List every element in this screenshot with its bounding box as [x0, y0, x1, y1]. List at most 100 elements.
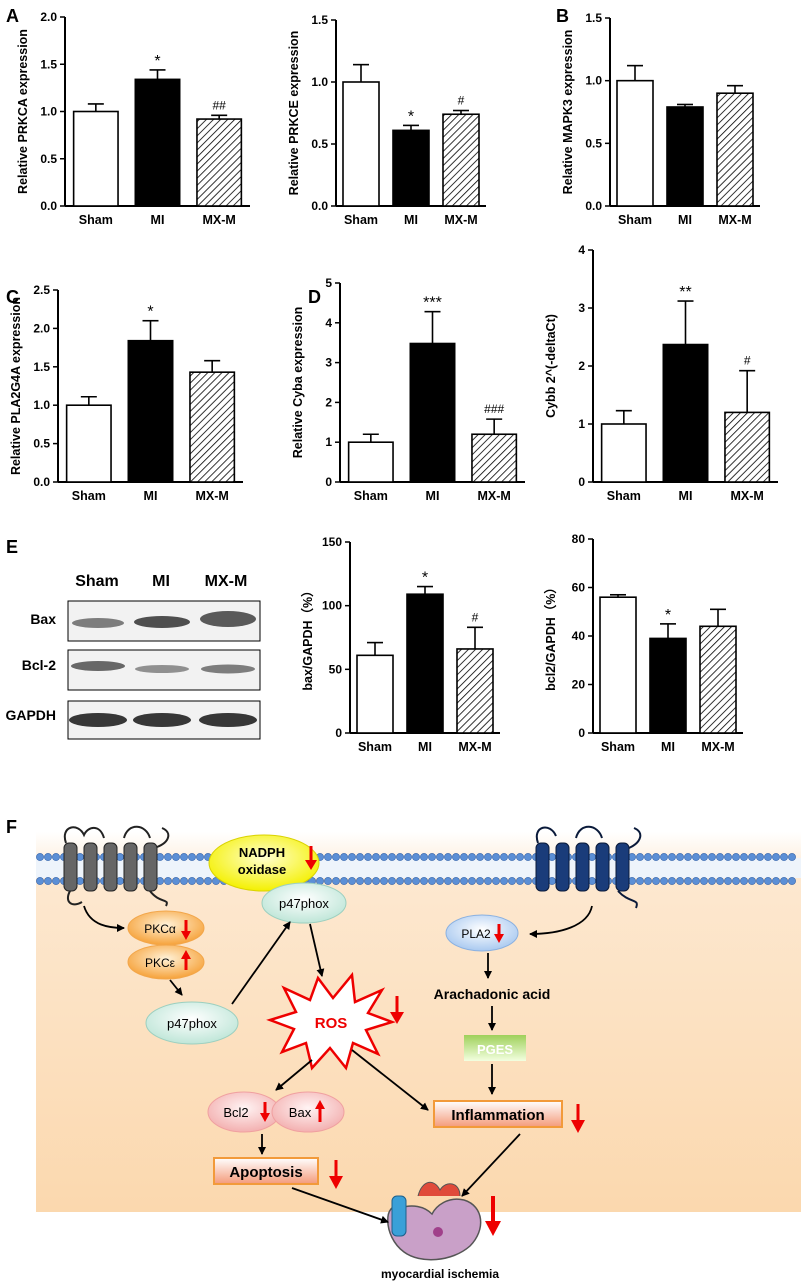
- pkc-epsilon-label: PKCε: [145, 956, 176, 970]
- lipid-head: [348, 877, 356, 885]
- chart-cyba: 0 1 2 3 4 5 Relative Cyba expression Sham *** MI #…: [291, 276, 525, 503]
- lipid-head: [164, 853, 172, 861]
- significance-mark: ##: [212, 98, 226, 112]
- x-tick-label: MX-M: [444, 213, 477, 227]
- ros-star-icon: [266, 971, 396, 1071]
- y-tick-label: 40: [572, 629, 586, 643]
- inflammation-label: Inflammation: [451, 1107, 544, 1124]
- x-tick-label: MX-M: [718, 213, 751, 227]
- y-tick-label: 5: [325, 276, 332, 290]
- lipid-head: [380, 877, 388, 885]
- bar: [599, 596, 637, 734]
- lipid-head: [508, 853, 516, 861]
- y-axis-label: Relative MAPK3 expression: [561, 30, 575, 195]
- lipid-head: [412, 877, 420, 885]
- pathway-diagram: NADPH oxidase p47phox PKCα PKCε p47phox …: [36, 825, 801, 1281]
- lipid-head: [716, 877, 724, 885]
- x-tick-label: MI: [144, 489, 158, 503]
- bar: [392, 129, 430, 207]
- significance-mark: *: [422, 570, 428, 587]
- lipid-head: [36, 877, 44, 885]
- lipid-head: [732, 877, 740, 885]
- inflammation-box: [433, 1100, 563, 1128]
- up-arrow-icon: [315, 1100, 325, 1122]
- y-tick-label: 150: [322, 535, 342, 549]
- y-tick-label: 20: [572, 678, 586, 692]
- significance-mark: ***: [423, 295, 442, 312]
- x-tick-label: Sham: [79, 213, 113, 227]
- y-tick-label: 1: [578, 417, 585, 431]
- receptor-tail: [617, 890, 638, 909]
- lipid-head: [788, 853, 796, 861]
- significance-mark: *: [665, 607, 671, 624]
- receptor-left-icon: [63, 825, 170, 907]
- bar: [456, 648, 494, 734]
- lipid-head: [500, 877, 508, 885]
- y-tick-label: 0.0: [311, 199, 328, 213]
- chart-mapk3: 0.0 0.5 1.0 1.5 Relative MAPK3 expression Sha…: [561, 11, 760, 227]
- lipid-head: [436, 853, 444, 861]
- bar: [189, 371, 236, 483]
- chart-prkce: 0.0 0.5 1.0 1.5 Relative PRKCE expression Sha…: [287, 13, 486, 227]
- bar: [409, 342, 456, 483]
- western-blot: Sham MI MX-M Bax Bcl-2 GAPDH: [5, 573, 261, 740]
- significance-mark: #: [744, 354, 751, 368]
- lipid-head: [196, 853, 204, 861]
- lipid-head: [652, 877, 660, 885]
- bax-label: Bax: [289, 1105, 312, 1120]
- p47phox-left-node: [145, 1001, 239, 1045]
- panel-letter-c: C: [6, 287, 19, 307]
- lipid-head: [196, 877, 204, 885]
- lipid-head: [700, 853, 708, 861]
- lipid-head: [724, 853, 732, 861]
- lipid-head: [636, 853, 644, 861]
- significance-mark: #: [458, 94, 465, 108]
- x-tick-label: Sham: [601, 740, 635, 754]
- arrow: [169, 979, 183, 996]
- lipid-head: [340, 877, 348, 885]
- lipid-head: [324, 877, 332, 885]
- lipid-head: [460, 877, 468, 885]
- y-tick-label: 2: [578, 359, 585, 373]
- blot-row-label: Bax: [30, 611, 56, 627]
- lipid-head: [44, 877, 52, 885]
- y-tick-label: 1.0: [33, 398, 50, 412]
- x-tick-label: Sham: [72, 489, 106, 503]
- lipid-head: [396, 853, 404, 861]
- panel-letter-f: F: [6, 817, 17, 837]
- chart-prkca: 0.0 0.5 1.0 1.5 2.0 Relative PRKCA expression…: [16, 10, 250, 227]
- y-tick-label: 0.0: [40, 199, 57, 213]
- bar: [196, 118, 243, 207]
- lipid-head: [724, 877, 732, 885]
- y-tick-label: 60: [572, 581, 586, 595]
- x-tick-label: MI: [661, 740, 675, 754]
- x-tick-label: MI: [151, 213, 165, 227]
- blot-lane-label: MI: [152, 573, 170, 590]
- lipid-head: [780, 853, 788, 861]
- down-arrow-icon: [571, 1104, 585, 1133]
- receptor-loop: [63, 825, 170, 848]
- lipid-head: [668, 853, 676, 861]
- lipid-head: [420, 877, 428, 885]
- lipid-head: [492, 853, 500, 861]
- nadph-oxidase-node: [208, 834, 320, 892]
- blot-band: [200, 611, 256, 627]
- lipid-head: [700, 877, 708, 885]
- x-tick-label: MI: [404, 213, 418, 227]
- down-arrow-icon: [305, 846, 317, 870]
- lipid-head: [764, 853, 772, 861]
- arrow: [529, 905, 593, 938]
- y-tick-label: 0: [578, 475, 585, 489]
- chart-cybb: 0 1 2 3 4 Cybb 2^(-deltaCt) Sham ** MI # MX-M: [544, 243, 778, 503]
- lipid-head: [748, 877, 756, 885]
- apoptosis-label: Apoptosis: [229, 1164, 302, 1181]
- lipid-head: [484, 853, 492, 861]
- arrow: [83, 905, 125, 932]
- lipid-head: [708, 877, 716, 885]
- lipid-head: [332, 853, 340, 861]
- y-tick-label: 2.0: [40, 10, 57, 24]
- x-tick-label: Sham: [358, 740, 392, 754]
- lipid-head: [692, 877, 700, 885]
- lipid-head: [180, 853, 188, 861]
